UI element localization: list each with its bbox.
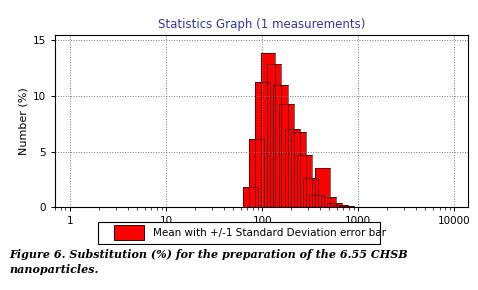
Y-axis label: Number (%): Number (%) bbox=[19, 87, 29, 155]
FancyBboxPatch shape bbox=[114, 225, 144, 240]
FancyBboxPatch shape bbox=[98, 222, 380, 244]
Title: Statistics Graph (1 measurements): Statistics Graph (1 measurements) bbox=[158, 18, 365, 31]
Text: Figure 6. Substitution (%) for the preparation of the 6.55 CHSB
nanoparticles.: Figure 6. Substitution (%) for the prepa… bbox=[10, 249, 408, 275]
Text: Mean with +/-1 Standard Deviation error bar: Mean with +/-1 Standard Deviation error … bbox=[153, 228, 386, 238]
X-axis label: Size (d.nm): Size (d.nm) bbox=[230, 231, 293, 240]
